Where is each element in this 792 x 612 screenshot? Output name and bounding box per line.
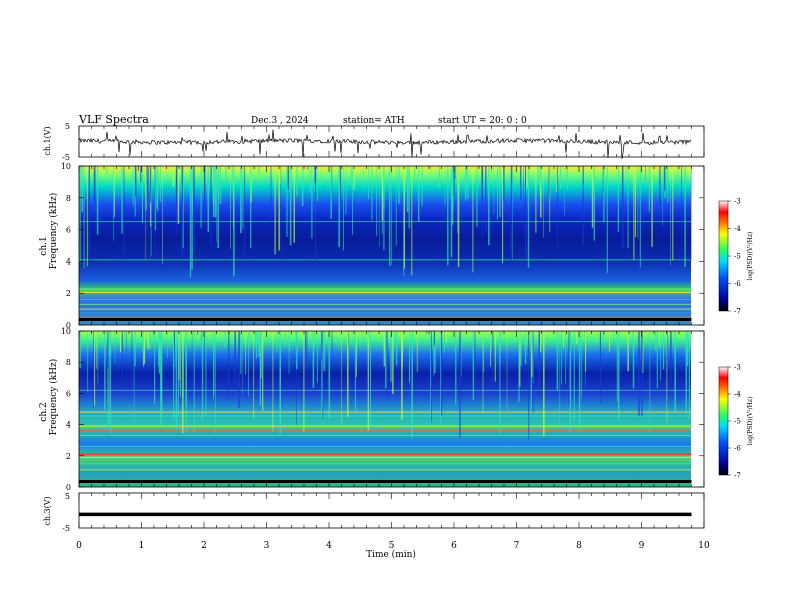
ch2-frequency-label: Frequency (kHz) <box>48 359 59 436</box>
time-tick-label: 2 <box>201 541 207 551</box>
time-tick-label: 3 <box>264 541 270 551</box>
ch2-spectrogram-ticks <box>78 331 705 487</box>
time-tick-label: 0 <box>76 541 82 551</box>
spectrogram-band <box>79 316 692 318</box>
ch2-colorbar-bar <box>718 366 729 476</box>
colorbar-tick-label: -7 <box>734 472 741 480</box>
ch1-colorbar: -3 -4 -5 -6 -7 log(PSD)(V²/Hz) <box>718 198 754 316</box>
spectrogram-band <box>79 463 692 465</box>
start-time-label: start UT = 20: 0 : 0 <box>438 116 527 126</box>
ch3-ytick-bottom: -5 <box>62 524 70 533</box>
frequency-tick-label: 10 <box>61 162 71 171</box>
time-axis-label: Time (min) <box>366 549 416 560</box>
spectrogram-band <box>79 221 692 223</box>
frequency-tick-label: 6 <box>66 226 71 235</box>
time-tick-label: 4 <box>326 541 332 551</box>
time-tick-label: 6 <box>451 541 457 551</box>
spectrogram-band <box>79 430 692 432</box>
time-tick-label: 9 <box>639 541 645 551</box>
ch3-waveform-panel: 5 -5 ch.3(V) <box>43 492 705 533</box>
colorbar-tick-label: -4 <box>734 225 741 233</box>
frequency-tick-label: 8 <box>66 194 71 203</box>
frequency-tick-label: 8 <box>66 358 71 367</box>
figure-title: VLF Spectra <box>78 113 149 126</box>
frequency-tick-label: 0 <box>66 483 71 492</box>
ch1-spectrogram-panel: 0 2 4 6 8 10 ch.1 Frequency (kHz) <box>39 162 705 330</box>
ch1-frequency-tick-labels: 0 2 4 6 8 10 <box>61 162 704 330</box>
spectrogram-band <box>79 308 692 310</box>
spectrogram-band <box>79 435 692 437</box>
time-axis-tick-labels: 0 1 2 3 4 5 6 7 8 9 10 <box>76 541 710 551</box>
ch1-waveform-ticks <box>78 126 705 157</box>
spectrogram-band <box>79 469 692 471</box>
frequency-tick-label: 0 <box>66 321 71 330</box>
frequency-tick-label: 4 <box>66 421 71 430</box>
ch1-channel-label: ch.1 <box>39 236 49 255</box>
ch1-spectrogram-ticks <box>78 166 705 325</box>
spectrogram-band <box>79 445 692 447</box>
ch3-ylabel: ch.3(V) <box>43 496 52 525</box>
time-tick-label: 1 <box>139 541 145 551</box>
colorbar-tick-label: -6 <box>734 445 741 453</box>
time-tick-label: 7 <box>514 541 520 551</box>
ch3-waveform-ticks <box>78 493 705 528</box>
spectrogram-band <box>79 411 692 413</box>
spectrogram-dc-band <box>79 318 692 321</box>
ch1-ylabel: ch.1(V) <box>43 126 52 155</box>
ch1-waveform-panel: 5 -5 ch.1(V) <box>43 122 705 162</box>
colorbar-tick-label: -6 <box>734 280 741 288</box>
station-label: station= ATH <box>343 116 405 126</box>
colorbar-tick-label: -3 <box>734 364 741 372</box>
ch2-colorbar-ticks: -3 -4 -5 -6 -7 <box>728 364 741 480</box>
spectrogram-band <box>79 259 692 261</box>
ch2-frequency-tick-labels: 0 2 4 6 8 10 <box>61 327 704 492</box>
spectrogram-band <box>79 425 692 427</box>
spectrogram-band <box>79 415 692 417</box>
ch1-spectrogram-lines <box>79 166 704 325</box>
spectrogram-band <box>79 288 692 291</box>
colorbar-tick-label: -3 <box>734 198 741 206</box>
spectrogram-band <box>79 312 692 314</box>
frequency-tick-label: 2 <box>66 452 71 461</box>
ch2-colorbar: -3 -4 -5 -6 -7 log(PSD)(V²/Hz) <box>718 364 754 480</box>
spectrogram-band <box>79 453 692 456</box>
spectrogram-band <box>79 291 692 294</box>
spectrogram-dc-band <box>79 480 692 483</box>
time-tick-label: 10 <box>698 541 710 551</box>
frequency-tick-label: 2 <box>66 289 71 298</box>
spectrogram-band <box>79 299 692 301</box>
ch1-colorbar-label: log(PSD)(V²/Hz) <box>747 232 754 281</box>
frequency-tick-label: 4 <box>66 257 71 266</box>
frequency-tick-label: 6 <box>66 389 71 398</box>
ch2-spectrogram-lines <box>79 331 704 487</box>
ch1-ytick-bottom: -5 <box>62 153 70 162</box>
date-label: Dec.3 , 2024 <box>251 116 309 126</box>
time-tick-label: 8 <box>576 541 582 551</box>
spectrogram-band <box>79 475 692 477</box>
ch1-spectrogram-background <box>79 166 691 325</box>
ch1-waveform-trace <box>78 129 692 159</box>
ch2-colorbar-label: log(PSD)(V²/Hz) <box>747 397 754 446</box>
ch2-spectrogram-panel: 0 2 4 6 8 10 ch.2 Frequency (kHz) <box>39 327 705 492</box>
spectrogram-no-data <box>691 331 704 487</box>
colorbar-tick-label: -5 <box>734 418 741 426</box>
ch1-frequency-label: Frequency (kHz) <box>48 193 59 270</box>
spectrogram-band <box>79 389 692 391</box>
time-tick-label: 5 <box>389 541 395 551</box>
colorbar-tick-label: -4 <box>734 391 741 399</box>
colorbar-tick-label: -7 <box>734 308 741 316</box>
spectrogram-band <box>79 303 692 305</box>
ch2-channel-label: ch.2 <box>39 402 49 421</box>
colorbar-tick-label: -5 <box>734 253 741 261</box>
ch1-colorbar-ticks: -3 -4 -5 -6 -7 <box>728 198 741 316</box>
spectrogram-no-data <box>691 166 704 325</box>
spectrogram-band <box>79 456 692 458</box>
frequency-tick-label: 10 <box>61 327 71 336</box>
ch1-colorbar-bar <box>718 200 729 312</box>
ch1-ytick-top: 5 <box>65 122 70 131</box>
ch3-ytick-top: 5 <box>65 492 70 501</box>
